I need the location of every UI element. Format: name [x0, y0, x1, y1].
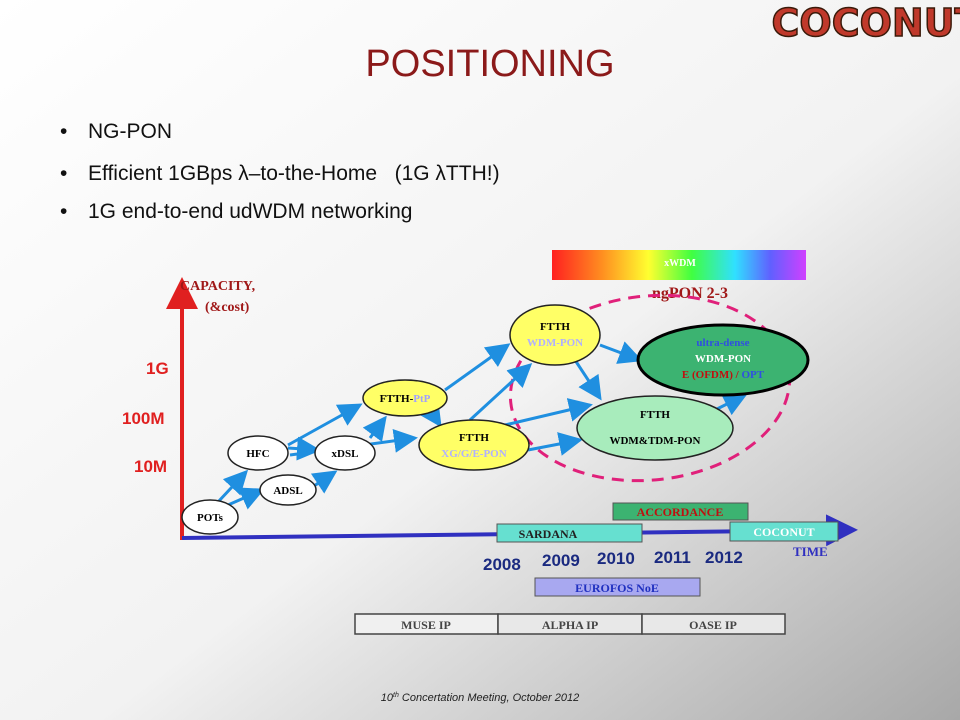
node-label-part: PtP [413, 393, 430, 405]
node-label: WDM-PON [695, 353, 751, 365]
node-label: HFC [246, 448, 269, 460]
bullet-list: • NG-PON • Efficient 1GBps λ–to-the-Home… [60, 120, 500, 223]
x-axis-label: TIME [793, 544, 828, 559]
project-label: EUROFOS NoE [575, 581, 659, 595]
level-label: 100M [122, 409, 165, 428]
node-label: ADSL [273, 485, 302, 497]
node-label: POTs [197, 512, 224, 524]
nodes: POTs ADSL HFC xDSL FTTH-PtP FTTH XG/G/E-… [181, 304, 810, 535]
project-box [729, 521, 839, 542]
year-label: 2010 [597, 549, 635, 568]
node-label: XG/G/E-PON [441, 448, 506, 460]
bullet: NG-PON [88, 120, 172, 143]
node-label: E (OFDM) / OPT [682, 369, 765, 381]
node-label-part: E (OFDM) / [682, 369, 742, 381]
title: POSITIONING [365, 43, 614, 85]
node-shape [181, 499, 239, 535]
bullet: 1G end-to-end udWDM networking [88, 200, 413, 223]
project-label: SARDANA [519, 527, 578, 541]
projects: ACCORDANCE SARDANA COCONUT EUROFOS NoE M… [354, 502, 839, 635]
project-label: OASE IP [689, 618, 737, 632]
node-shape [259, 474, 317, 506]
node-shape [314, 435, 376, 471]
spectrum-bar [552, 250, 806, 280]
node-shape [509, 304, 601, 366]
node-label: FTTH [640, 409, 670, 421]
year-label: 2011 [654, 548, 691, 567]
node-label-part: OPT [741, 369, 764, 381]
project-box [534, 577, 701, 597]
node-shape [576, 395, 734, 461]
project-label: MUSE IP [401, 618, 451, 632]
year-label: 2009 [542, 551, 580, 570]
footer-part: th [393, 692, 399, 699]
bullet-mark: • [60, 120, 67, 143]
year-label: 2012 [705, 548, 743, 567]
node-label: xDSL [332, 448, 359, 460]
project-label: COCONUT [753, 525, 814, 539]
node-shape [362, 379, 448, 417]
node-label-part: FTTH- [380, 393, 414, 405]
level-label: 10M [134, 457, 167, 476]
node-label: FTTH [459, 432, 489, 444]
node-label: ultra-dense [696, 337, 749, 349]
footer: 10th Concertation Meeting, October 2012 [381, 692, 579, 704]
footer-part: Concertation Meeting, October 2012 [399, 692, 579, 704]
logo: COCONUT [772, 1, 960, 45]
y-axis-label: CAPACITY, [180, 279, 255, 294]
project-label: ALPHA IP [542, 618, 598, 632]
project-box [641, 613, 786, 635]
project-box [496, 523, 643, 543]
node-label: FTTH [540, 321, 570, 333]
group-label: ngPON 2-3 [652, 285, 728, 302]
footer-part: 10 [381, 692, 394, 704]
level-label: 1G [146, 359, 169, 378]
bullet: Efficient 1GBps λ–to-the-Home (1G λTTH!) [88, 162, 500, 185]
node-shape [418, 419, 530, 471]
bullet-mark: • [60, 200, 67, 223]
node-shape [636, 323, 810, 397]
spectrum-label: xWDM [664, 258, 696, 269]
bullet-mark: • [60, 162, 67, 185]
project-box [612, 502, 749, 521]
project-label: ACCORDANCE [637, 505, 724, 519]
node-label: FTTH-PtP [380, 393, 431, 405]
year-label: 2008 [483, 555, 521, 574]
node-label: WDM&TDM-PON [609, 435, 700, 447]
y-axis-label: (&cost) [205, 300, 250, 315]
node-label: WDM-PON [527, 337, 583, 349]
node-shape [227, 435, 289, 471]
